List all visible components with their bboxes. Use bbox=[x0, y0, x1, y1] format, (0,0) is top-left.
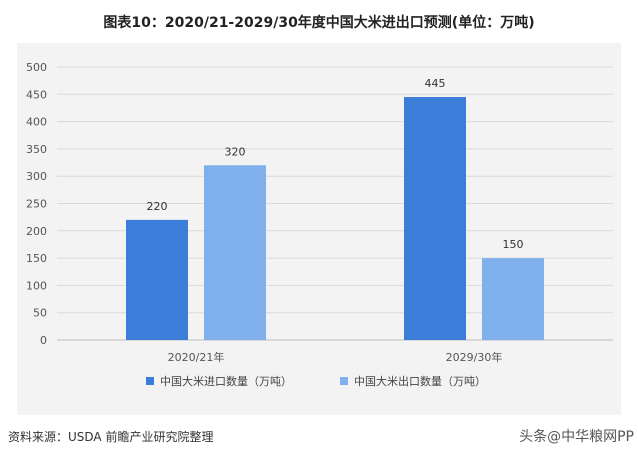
y-tick-label: 500 bbox=[26, 61, 47, 74]
bar-chart: 0 50 100 150 200 250 300 350 400 450 500 220 320 2020… bbox=[26, 61, 613, 388]
data-label: 220 bbox=[147, 200, 168, 213]
corner-watermark: 头条@中华粮网PP bbox=[519, 429, 634, 445]
x-tick-label: 2020/21年 bbox=[168, 350, 225, 364]
source-note: 资料来源：USDA 前瞻产业研究院整理 bbox=[8, 430, 214, 444]
x-tick-label: 2029/30年 bbox=[446, 350, 503, 364]
bar bbox=[204, 165, 266, 340]
data-label: 445 bbox=[425, 77, 446, 90]
bar bbox=[482, 258, 544, 340]
bar bbox=[404, 97, 466, 340]
y-tick-label: 150 bbox=[26, 252, 47, 265]
y-tick-label: 100 bbox=[26, 279, 47, 292]
legend-swatch bbox=[146, 377, 154, 385]
y-tick-label: 50 bbox=[33, 307, 47, 320]
y-tick-label: 450 bbox=[26, 88, 47, 101]
y-tick-label: 300 bbox=[26, 170, 47, 183]
y-tick-label: 350 bbox=[26, 143, 47, 156]
legend-label: 中国大米出口数量（万吨） bbox=[354, 374, 486, 388]
y-tick-label: 0 bbox=[40, 334, 47, 347]
chart-area: 0 50 100 150 200 250 300 350 400 450 500 220 320 2020… bbox=[17, 43, 621, 415]
legend-label: 中国大米进口数量（万吨） bbox=[160, 374, 292, 388]
data-label: 150 bbox=[503, 238, 524, 251]
bar bbox=[126, 219, 188, 340]
y-tick-label: 250 bbox=[26, 198, 47, 211]
y-tick-label: 400 bbox=[26, 116, 47, 129]
chart-title: 图表10：2020/21-2029/30年度中国大米进出口预测(单位：万吨) bbox=[103, 15, 535, 31]
data-label: 320 bbox=[225, 145, 246, 158]
y-tick-label: 200 bbox=[26, 225, 47, 238]
legend-swatch bbox=[340, 377, 348, 385]
